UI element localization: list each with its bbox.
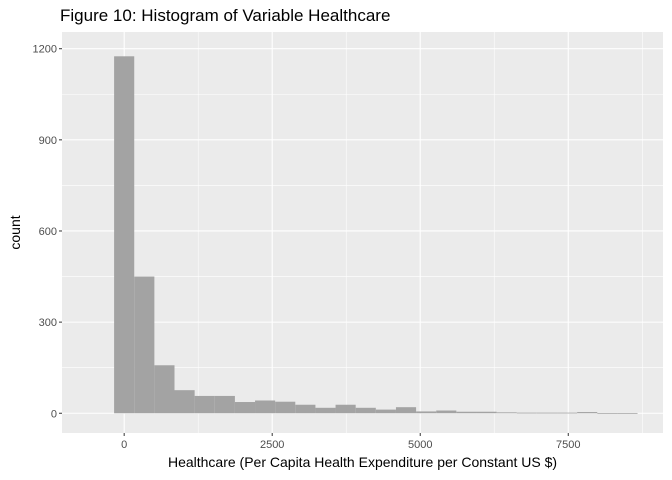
histogram-bar <box>315 407 336 414</box>
histogram-bar <box>174 390 195 414</box>
histogram-bar <box>194 395 215 414</box>
histogram-bar <box>597 412 618 414</box>
axis-ticks: 0 2500 5000 7500 0 300 600 900 1200 <box>33 44 581 451</box>
histogram-bar <box>416 411 437 414</box>
histogram-bar <box>557 412 578 414</box>
histogram-bar <box>234 402 256 414</box>
histogram-bar <box>395 407 417 414</box>
histogram-bar <box>114 56 135 414</box>
histogram-bars <box>114 56 638 414</box>
histogram-bar <box>375 409 396 414</box>
histogram-bar <box>476 411 497 414</box>
histogram-bar <box>154 365 175 414</box>
histogram-bar <box>214 395 235 414</box>
x-tick-label: 7500 <box>556 439 580 451</box>
x-axis-title: Healthcare (Per Capita Health Expenditur… <box>168 454 557 470</box>
histogram-bar <box>516 412 537 414</box>
y-axis-title: count <box>7 215 23 249</box>
histogram-bar <box>295 404 316 414</box>
histogram-bar <box>617 412 638 414</box>
histogram-bar <box>134 276 155 414</box>
histogram-bar <box>577 412 598 414</box>
histogram-bar <box>335 404 356 414</box>
histogram-bar <box>355 407 376 414</box>
x-tick-label: 0 <box>121 439 127 451</box>
y-tick-label: 900 <box>39 135 57 147</box>
x-tick-label: 5000 <box>408 439 432 451</box>
histogram-bar <box>536 412 558 414</box>
histogram-bar <box>456 411 477 414</box>
x-tick-label: 2500 <box>260 439 284 451</box>
y-tick-label: 0 <box>51 408 57 420</box>
histogram-bar <box>255 400 276 414</box>
y-tick-label: 300 <box>39 317 57 329</box>
y-tick-label: 600 <box>39 226 57 238</box>
y-tick-label: 1200 <box>33 44 57 56</box>
histogram-bar <box>436 410 457 414</box>
chart-title: Figure 10: Histogram of Variable Healthc… <box>60 6 391 25</box>
histogram-bar <box>496 412 517 414</box>
histogram-bar <box>275 401 296 414</box>
